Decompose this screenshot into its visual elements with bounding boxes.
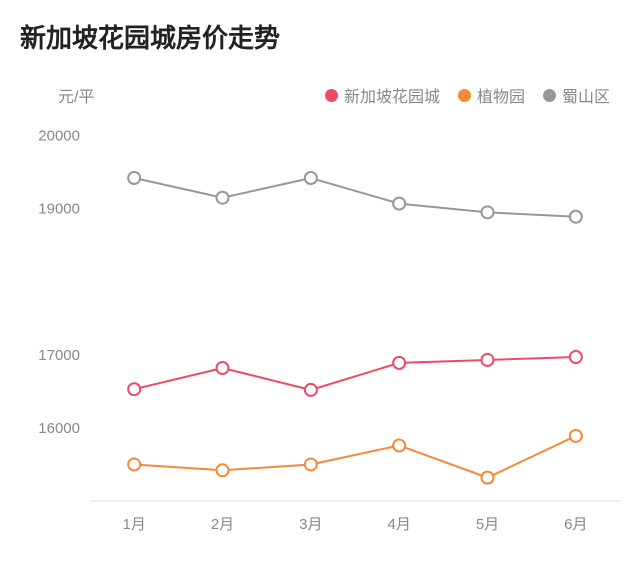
data-point (482, 354, 494, 366)
data-point (128, 458, 140, 470)
series-line (134, 178, 576, 217)
x-tick-label: 6月 (564, 516, 587, 533)
chart-header: 元/平 新加坡花园城 植物园 蜀山区 (20, 83, 620, 107)
y-tick-label: 19000 (38, 201, 80, 218)
x-tick-label: 2月 (211, 516, 234, 533)
legend-dot-icon (543, 89, 556, 102)
legend-dot-icon (325, 89, 338, 102)
data-point (217, 464, 229, 476)
data-point (393, 357, 405, 369)
legend-dot-icon (458, 89, 471, 102)
legend-item: 植物园 (458, 83, 525, 107)
data-point (217, 192, 229, 204)
page-title: 新加坡花园城房价走势 (20, 18, 620, 55)
data-point (217, 362, 229, 374)
y-axis-title: 元/平 (58, 83, 94, 107)
legend-item: 蜀山区 (543, 83, 610, 107)
x-tick-label: 1月 (122, 516, 145, 533)
legend: 新加坡花园城 植物园 蜀山区 (325, 83, 610, 107)
data-point (570, 211, 582, 223)
data-point (482, 472, 494, 484)
data-point (305, 458, 317, 470)
x-tick-label: 3月 (299, 516, 322, 533)
data-point (482, 206, 494, 218)
x-tick-label: 5月 (476, 516, 499, 533)
series-line (134, 357, 576, 390)
y-tick-label: 16000 (38, 420, 80, 437)
data-point (128, 383, 140, 395)
data-point (570, 430, 582, 442)
x-tick-label: 4月 (387, 516, 410, 533)
y-tick-label: 20000 (38, 128, 80, 145)
data-point (305, 172, 317, 184)
data-point (393, 198, 405, 210)
series-line (134, 436, 576, 478)
price-trend-chart: 16000 17000 19000 20000 1月 2月 3月 4月 5月 6月 (20, 121, 620, 556)
legend-item: 新加坡花园城 (325, 83, 440, 107)
legend-label: 植物园 (477, 83, 525, 107)
data-point (570, 351, 582, 363)
data-point (128, 172, 140, 184)
y-tick-label: 17000 (38, 347, 80, 364)
legend-label: 新加坡花园城 (344, 83, 440, 107)
legend-label: 蜀山区 (562, 83, 610, 107)
data-point (305, 384, 317, 396)
data-point (393, 439, 405, 451)
